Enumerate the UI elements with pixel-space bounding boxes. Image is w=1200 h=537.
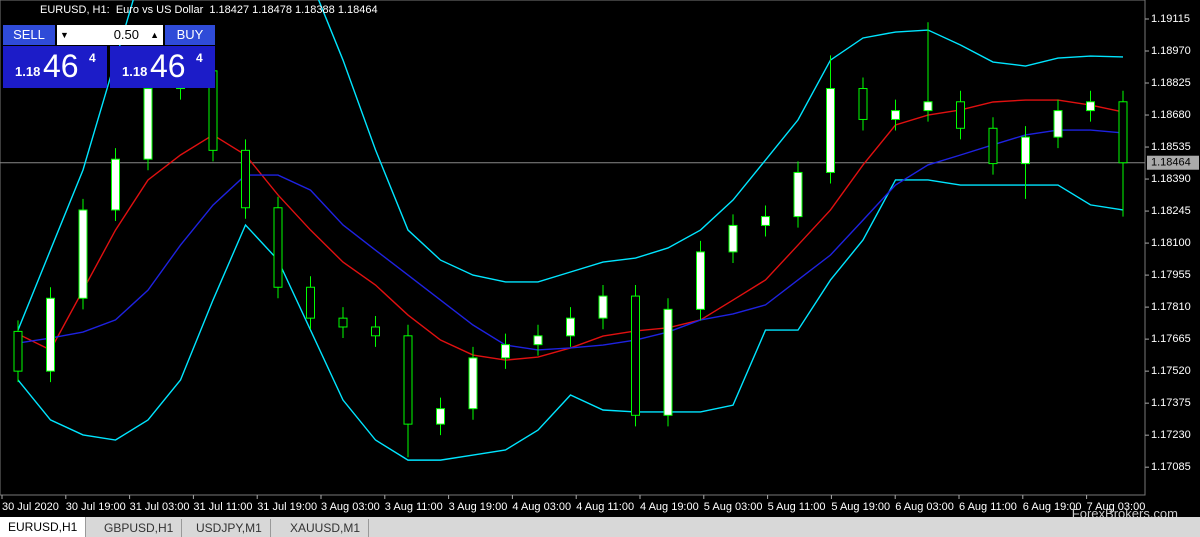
buy-button[interactable]: BUY bbox=[165, 25, 215, 45]
sell-button[interactable]: SELL bbox=[3, 25, 55, 45]
candle-body bbox=[111, 158, 120, 211]
x-tick-label: 30 Jul 19:00 bbox=[66, 501, 126, 513]
price-pips: 46 bbox=[43, 48, 79, 84]
candle-body bbox=[13, 330, 23, 372]
candle-body bbox=[956, 101, 965, 129]
bid-price[interactable]: 1.18 46 4 bbox=[3, 46, 107, 88]
y-tick-label: 1.17665 bbox=[1151, 333, 1191, 345]
candle-body bbox=[988, 127, 998, 165]
y-tick-label: 1.17085 bbox=[1151, 461, 1191, 473]
x-tick-label: 7 Aug 03:00 bbox=[1087, 501, 1146, 513]
x-tick-label: 5 Aug 19:00 bbox=[831, 501, 890, 513]
candle-body bbox=[78, 209, 88, 299]
x-tick-label: 3 Aug 19:00 bbox=[449, 501, 508, 513]
candle-body bbox=[631, 295, 640, 416]
price-tag bbox=[1147, 155, 1199, 170]
indicator-line bbox=[17, 0, 1124, 331]
x-tick-label: 4 Aug 11:00 bbox=[576, 501, 634, 513]
tab[interactable]: EURUSD,H1 bbox=[0, 517, 87, 537]
candle-body bbox=[501, 344, 510, 359]
x-tick-label: 4 Aug 03:00 bbox=[512, 501, 571, 513]
candle-body bbox=[728, 224, 738, 253]
x-tick-label: 5 Aug 03:00 bbox=[704, 501, 763, 513]
x-tick-label: 3 Aug 03:00 bbox=[321, 501, 380, 513]
candle-body bbox=[793, 171, 803, 218]
x-tick-label: 6 Aug 03:00 bbox=[895, 501, 954, 513]
lots-value: 0.50 bbox=[113, 27, 139, 42]
y-tick-label: 1.18680 bbox=[1151, 109, 1191, 121]
candle-body bbox=[1053, 110, 1063, 138]
candle-body bbox=[46, 297, 55, 372]
one-click-panel: SELL ▼ 0.50 ▲ BUY 1.18 46 4 1.18 46 4 bbox=[3, 25, 215, 88]
chart: 1.191151.189701.188251.186801.185351.183… bbox=[0, 0, 1199, 513]
y-tick-label: 1.18535 bbox=[1151, 141, 1191, 153]
candle-body bbox=[143, 88, 153, 160]
price-big: 1.18 bbox=[122, 64, 148, 79]
x-tick-label: 31 Jul 19:00 bbox=[257, 501, 317, 513]
candle-body bbox=[371, 326, 380, 337]
candle-body bbox=[1021, 136, 1030, 165]
price-big: 1.18 bbox=[15, 64, 41, 79]
candle-body bbox=[1086, 101, 1095, 112]
candle-body bbox=[696, 251, 705, 310]
price-pips: 46 bbox=[150, 48, 186, 84]
candle-body bbox=[306, 286, 315, 319]
x-tick-label: 3 Aug 11:00 bbox=[385, 501, 443, 513]
candle-body bbox=[858, 88, 868, 120]
y-tick-label: 1.17955 bbox=[1151, 269, 1191, 281]
candle-body bbox=[403, 335, 413, 425]
candle-body bbox=[468, 357, 478, 410]
y-tick-label: 1.17230 bbox=[1151, 429, 1191, 441]
x-tick-label: 4 Aug 19:00 bbox=[640, 501, 699, 513]
x-tick-label: 6 Aug 11:00 bbox=[959, 501, 1017, 513]
description: Euro vs US Dollar bbox=[115, 4, 204, 16]
y-tick-label: 1.18970 bbox=[1151, 45, 1191, 57]
x-tick-label: 30 Jul 2020 bbox=[2, 501, 59, 513]
x-tick-label: 31 Jul 11:00 bbox=[193, 501, 252, 513]
candle-body bbox=[761, 216, 770, 226]
price-point: 4 bbox=[89, 51, 96, 65]
y-tick-label: 1.17375 bbox=[1151, 397, 1191, 409]
candle-body bbox=[826, 88, 835, 173]
candle-body bbox=[1118, 101, 1128, 164]
candle-body bbox=[436, 408, 445, 425]
lots-input[interactable]: ▼ 0.50 ▲ bbox=[57, 25, 163, 45]
price-point: 4 bbox=[196, 51, 203, 65]
symbol: EURUSD, H1: bbox=[40, 4, 110, 16]
candle-body bbox=[338, 317, 348, 328]
ask-price[interactable]: 1.18 46 4 bbox=[110, 46, 215, 88]
tab[interactable]: XAUUSD,M1 bbox=[282, 519, 370, 537]
tab[interactable]: USDJPY,M1 bbox=[188, 519, 271, 537]
candle-body bbox=[923, 101, 933, 112]
candle-body bbox=[891, 110, 900, 120]
candle-body bbox=[533, 335, 543, 346]
x-tick-label: 31 Jul 03:00 bbox=[130, 501, 190, 513]
y-tick-label: 1.17810 bbox=[1151, 301, 1191, 313]
candle-body bbox=[566, 317, 575, 337]
y-tick-label: 1.18100 bbox=[1151, 237, 1191, 249]
y-tick-label: 1.18390 bbox=[1151, 173, 1191, 185]
x-tick-label: 5 Aug 11:00 bbox=[768, 501, 826, 513]
chart-header: EURUSD, H1: Euro vs US Dollar 1.18427 1.… bbox=[40, 4, 378, 16]
tab[interactable]: GBPUSD,H1 bbox=[96, 519, 183, 537]
candle-body bbox=[598, 295, 608, 319]
x-tick-label: 6 Aug 19:00 bbox=[1023, 501, 1082, 513]
indicator-line bbox=[17, 129, 1124, 351]
y-tick-label: 1.18825 bbox=[1151, 77, 1191, 89]
price-tag-label: 1.18464 bbox=[1151, 157, 1191, 169]
candle-body bbox=[241, 149, 250, 209]
y-tick-label: 1.17520 bbox=[1151, 365, 1191, 377]
candle-body bbox=[663, 308, 673, 416]
quote: 1.18427 1.18478 1.18388 1.18464 bbox=[209, 4, 378, 16]
candle-body bbox=[273, 207, 283, 288]
chart-tabs: EURUSD,H1 GBPUSD,H1 USDJPY,M1 XAUUSD,M1 bbox=[0, 517, 1200, 537]
indicator-line bbox=[17, 179, 1124, 461]
y-tick-label: 1.19115 bbox=[1151, 13, 1190, 25]
y-tick-label: 1.18245 bbox=[1151, 205, 1191, 217]
